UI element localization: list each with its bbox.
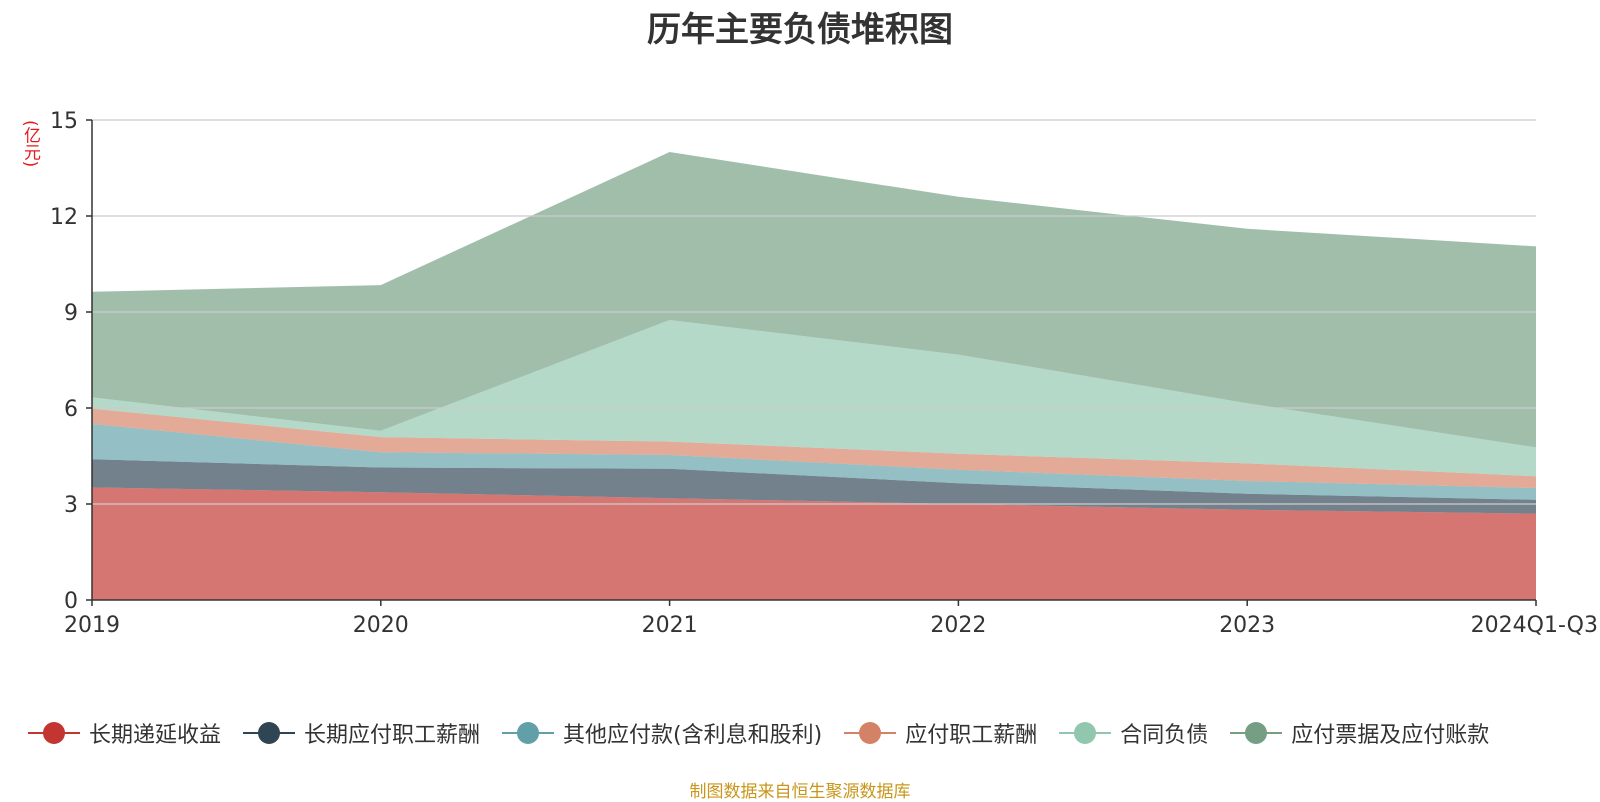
y-tick-label-4: 12	[50, 205, 78, 230]
legend-item-6[interactable]: 应付票据及应付账款	[1230, 717, 1489, 749]
x-tick-label-1: 2020	[353, 613, 409, 638]
area-series-1	[92, 487, 1536, 600]
legend: 长期递延收益 长期应付职工薪酬 其他应付款(含利息和股利) 应付职工薪酬 合同负债 应付票…	[28, 716, 1588, 750]
area-series-5	[92, 320, 1536, 477]
legend-label-4: 应付职工薪酬	[905, 723, 1038, 748]
chart-title: 历年主要负债堆积图	[647, 10, 953, 50]
y-tick-label-5: 15	[50, 109, 78, 134]
legend-item-2[interactable]: 长期应付职工薪酬	[243, 717, 480, 749]
y-tick-label-1: 3	[64, 493, 78, 518]
x-tick-label-5: 2024Q1-Q3	[1471, 613, 1598, 638]
legend-marker-5	[1059, 720, 1112, 746]
legend-label-1: 长期递延收益	[89, 723, 222, 748]
legend-marker-2	[243, 720, 296, 746]
legend-item-4[interactable]: 应付职工薪酬	[844, 717, 1037, 749]
source-note: 制图数据来自恒生聚源数据库	[689, 782, 911, 802]
legend-label-6: 应付票据及应付账款	[1291, 723, 1490, 748]
legend-marker-6	[1230, 720, 1283, 746]
legend-label-5: 合同负债	[1120, 723, 1209, 748]
legend-item-5[interactable]: 合同负债	[1059, 717, 1208, 749]
legend-label-3: 其他应付款(含利息和股利)	[563, 723, 823, 748]
x-tick-label-4: 2023	[1219, 613, 1275, 638]
legend-marker-4	[844, 720, 897, 746]
y-tick-label-3: 9	[64, 301, 78, 326]
plot-area: 0 3 6 9 12 15 2019 2020 2021 2022 2023 2024Q1-Q3	[50, 109, 1598, 638]
x-tick-label-2: 2021	[642, 613, 698, 638]
area-series-3	[92, 424, 1536, 500]
y-axis-unit: (亿元)	[20, 120, 40, 168]
y-tick-label-0: 0	[64, 589, 78, 614]
legend-item-3[interactable]: 其他应付款(含利息和股利)	[502, 717, 822, 749]
x-tick-label-0: 2019	[64, 613, 120, 638]
legend-item-1[interactable]: 长期递延收益	[28, 717, 221, 749]
y-tick-label-2: 6	[64, 397, 78, 422]
area-series-4	[92, 408, 1536, 488]
x-tick-label-3: 2022	[930, 613, 986, 638]
legend-marker-1	[28, 720, 80, 746]
legend-marker-3	[502, 720, 555, 746]
legend-label-2: 长期应付职工薪酬	[304, 723, 481, 748]
area-series-6	[92, 152, 1536, 448]
area-series-2	[92, 459, 1536, 514]
